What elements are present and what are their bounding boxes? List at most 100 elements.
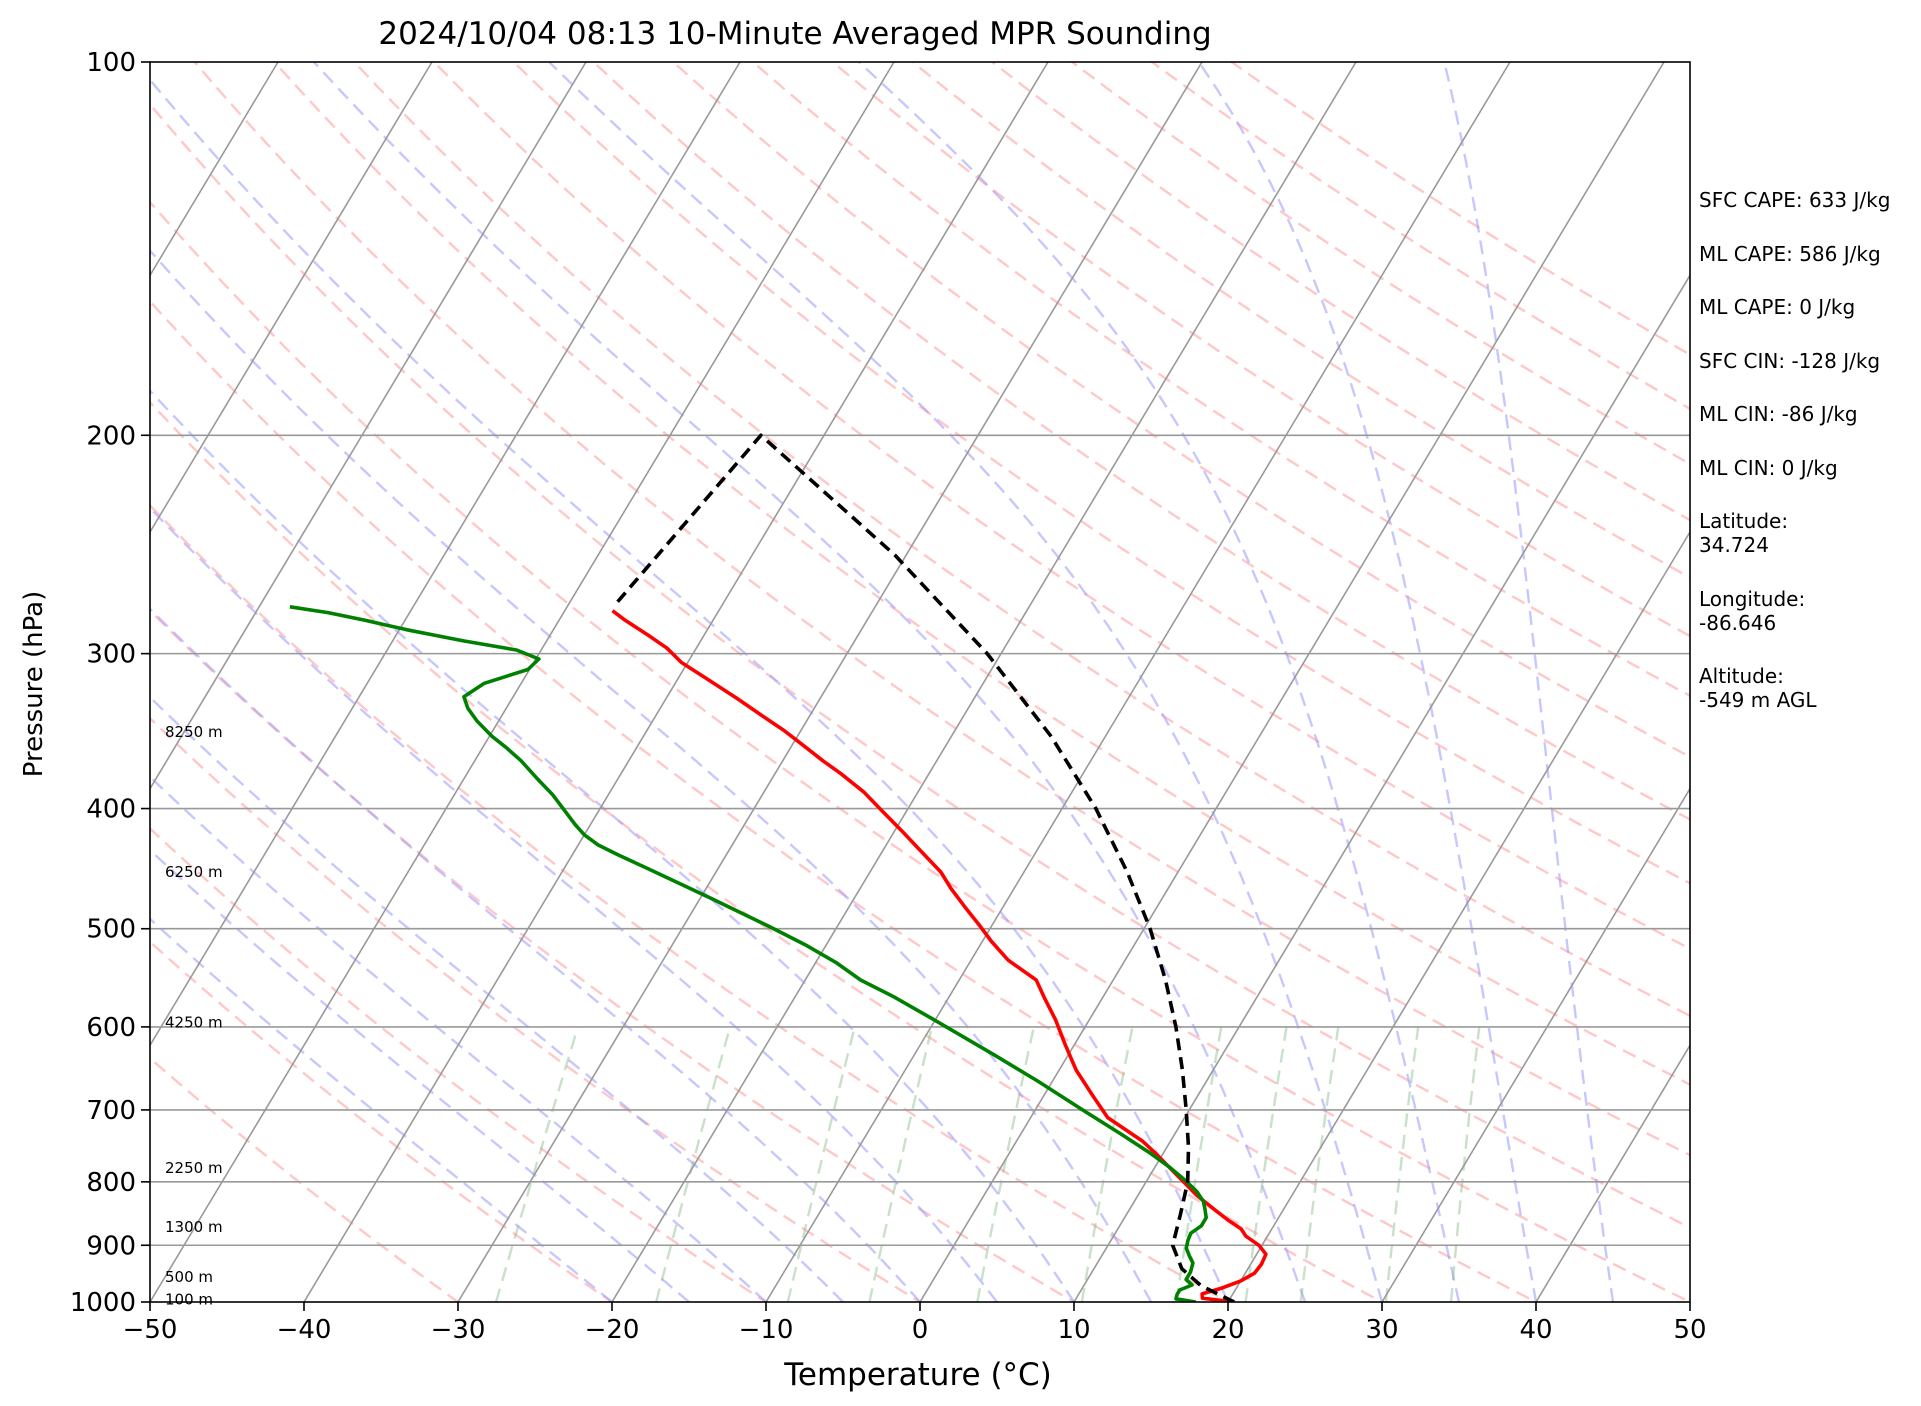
moist-adiabat	[150, 248, 1153, 1302]
moist-adiabat	[150, 917, 613, 1302]
dry-adiabat	[150, 400, 1385, 1302]
isotherm	[303, 62, 1049, 1302]
moist-adiabat	[1197, 62, 1538, 1302]
sfc-cin-stat: SFC CIN: -128 J/kg	[1699, 348, 1881, 373]
ml-cape-stat: ML CAPE: 586 J/kg	[1699, 241, 1881, 266]
y-tick-label: 500	[86, 915, 136, 945]
altitude-stat: Altitude: -549 m AGL	[1699, 664, 1914, 712]
dry-adiabat	[591, 62, 1690, 821]
y-tick-label: 300	[86, 640, 136, 670]
moist-adiabat	[150, 775, 767, 1302]
altitude-label: Altitude:	[1699, 664, 1784, 688]
moist-adiabat	[150, 506, 998, 1302]
y-tick-label: 700	[86, 1096, 136, 1126]
temperature-profile	[611, 609, 1268, 1302]
dry-adiabat	[150, 299, 1539, 1302]
moist-adiabat	[1443, 62, 1615, 1302]
y-tick-label: 600	[86, 1013, 136, 1043]
longitude-value: -86.646	[1699, 610, 1777, 635]
isotherm	[611, 62, 1357, 1302]
x-axis-label: Temperature (°C)	[783, 1357, 1052, 1393]
x-tick-label: 10	[1057, 1315, 1090, 1345]
dewpoint-profile	[289, 605, 1208, 1302]
dry-adiabat	[150, 826, 769, 1302]
x-tick-label: −30	[431, 1315, 486, 1345]
parcel-profile	[611, 433, 1235, 1302]
x-tick-label: 40	[1519, 1315, 1552, 1345]
dry-adiabat	[751, 62, 1690, 698]
dry-adiabat	[150, 609, 1077, 1302]
isotherm	[150, 62, 587, 791]
mixing-ratio-line	[786, 1026, 856, 1302]
height-label: 6250 m	[165, 863, 223, 881]
dry-adiabat	[150, 940, 615, 1302]
dry-adiabat	[193, 62, 1690, 1157]
longitude-stat: Longitude: -86.646	[1699, 587, 1914, 635]
dry-adiabat	[150, 1056, 461, 1302]
x-tick-label: −20	[585, 1315, 640, 1345]
isotherm	[765, 62, 1511, 1302]
mixing-ratio-line	[655, 1026, 732, 1302]
dry-adiabat	[671, 62, 1690, 759]
isotherm	[150, 62, 895, 1302]
altitude-value: -549 m AGL	[1699, 688, 1817, 712]
moist-adiabat	[548, 62, 1384, 1302]
ml-cin-stat: ML CIN: -86 J/kg	[1699, 402, 1858, 426]
isotherm	[457, 62, 1203, 1302]
dry-adiabat	[150, 200, 1690, 1302]
longitude-label: Longitude:	[1699, 586, 1806, 611]
height-label: 1300 m	[165, 1218, 223, 1236]
latitude-label: Latitude:	[1699, 509, 1789, 533]
isotherm	[1227, 530, 1690, 1302]
moist-adiabat	[150, 77, 1230, 1302]
y-tick-label: 100	[86, 48, 136, 78]
latitude-stat: Latitude: 34.724	[1699, 509, 1914, 557]
dry-adiabat	[150, 503, 1231, 1302]
x-tick-label: 50	[1673, 1315, 1706, 1345]
moist-adiabat	[858, 62, 1461, 1302]
isotherm	[150, 62, 279, 277]
dry-adiabat	[150, 716, 923, 1302]
height-label: 100 m	[165, 1290, 213, 1308]
mixing-ratio-line	[494, 1026, 580, 1302]
mixing-ratio-line	[1080, 1026, 1134, 1302]
moist-adiabat	[313, 62, 1307, 1302]
moist-adiabat	[150, 848, 690, 1302]
dry-adiabat	[432, 62, 1690, 951]
x-tick-label: 0	[912, 1315, 929, 1345]
isotherm	[150, 62, 741, 1047]
x-tick-label: −10	[739, 1315, 794, 1345]
moist-adiabat	[150, 607, 921, 1302]
isotherm	[150, 62, 433, 534]
sounding-stats-panel: SFC CAPE: 633 J/kg ML CAPE: 586 J/kg ML …	[1699, 188, 1914, 742]
y-tick-label: 1000	[70, 1288, 136, 1318]
ml-cin-stat-2: ML CIN: 0 J/kg	[1699, 455, 1838, 480]
x-tick-label: 30	[1365, 1315, 1398, 1345]
y-axis-label: Pressure (hPa)	[19, 591, 49, 778]
dry-adiabat	[150, 102, 1690, 1229]
mixing-ratio-line	[1384, 1026, 1420, 1302]
chart-title: 2024/10/04 08:13 10-Minute Averaged MPR …	[378, 16, 1211, 52]
dry-adiabat	[352, 62, 1690, 1018]
height-label: 8250 m	[165, 723, 223, 741]
latitude-value: 34.724	[1699, 533, 1769, 557]
y-tick-label: 800	[86, 1168, 136, 1198]
height-label: 2250 m	[165, 1159, 223, 1177]
isotherm	[1381, 787, 1690, 1302]
moist-adiabat	[150, 389, 1076, 1302]
moist-adiabat	[150, 695, 844, 1302]
x-tick-label: −50	[123, 1315, 178, 1345]
y-tick-label: 900	[86, 1231, 136, 1261]
height-label: 500 m	[165, 1268, 213, 1286]
isotherm	[1535, 1043, 1690, 1302]
dry-adiabat	[272, 62, 1690, 1086]
x-tick-label: −40	[277, 1315, 332, 1345]
x-tick-label: 20	[1211, 1315, 1244, 1345]
height-label: 4250 m	[165, 1013, 223, 1031]
y-tick-label: 400	[86, 795, 136, 825]
isotherm	[919, 62, 1665, 1302]
sfc-cape-stat: SFC CAPE: 633 J/kg	[1699, 188, 1891, 212]
isotherm	[1073, 273, 1690, 1302]
ml-cape-stat-2: ML CAPE: 0 J/kg	[1699, 295, 1856, 319]
